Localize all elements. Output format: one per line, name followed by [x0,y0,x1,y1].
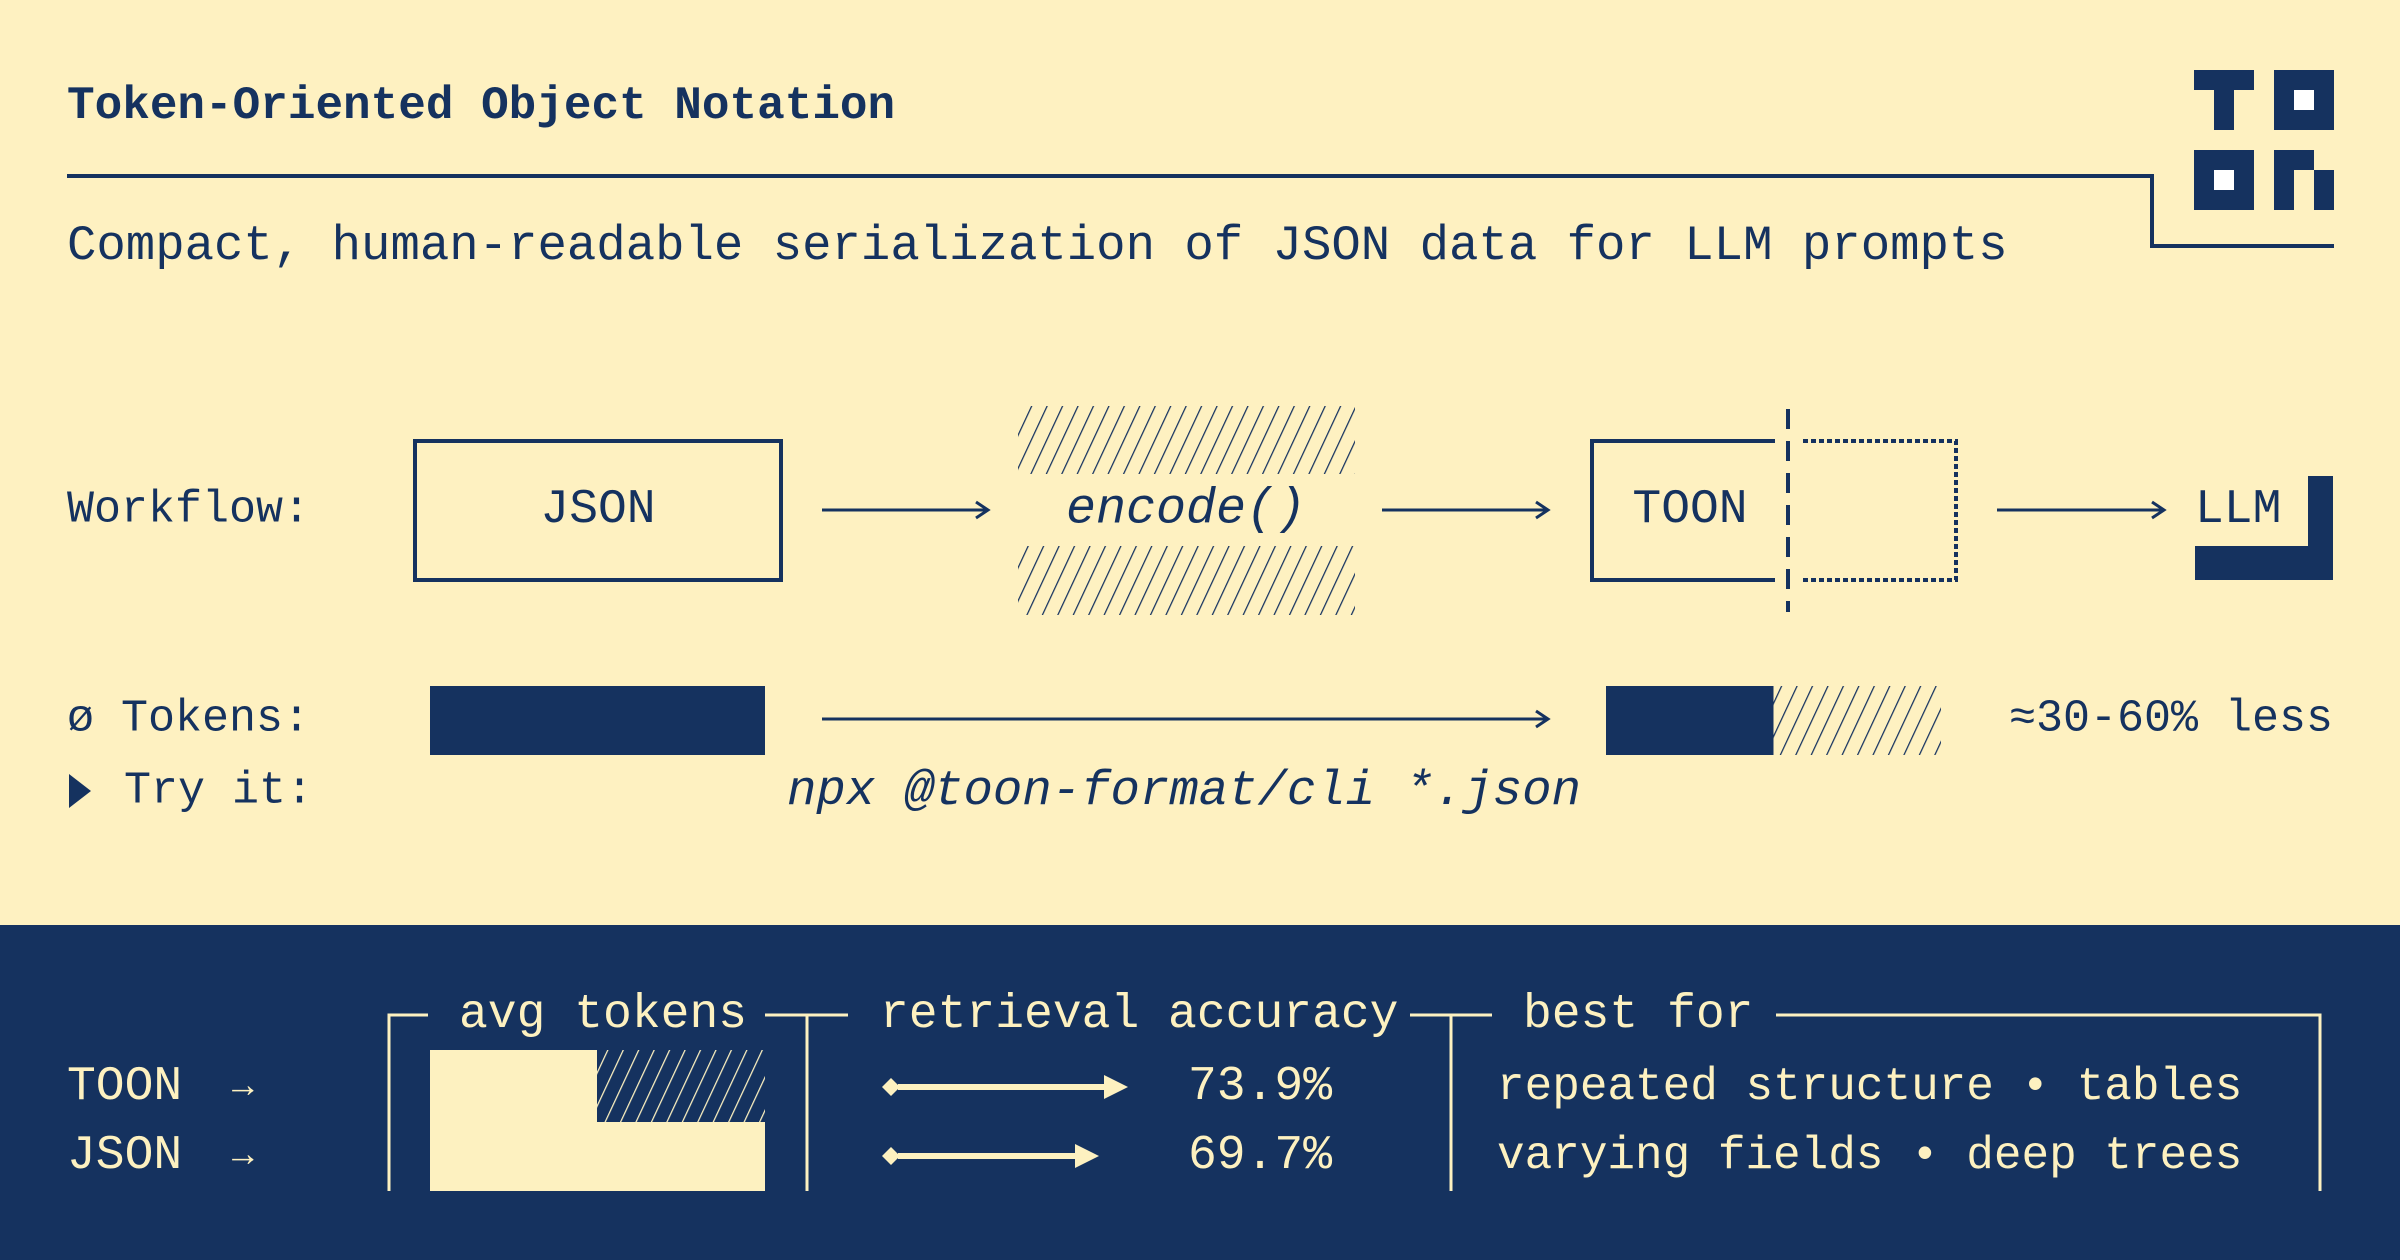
toon-accuracy-arrow [882,1075,1128,1099]
tokens-label: ø Tokens: [67,694,310,745]
arrow-icon [1997,500,2167,520]
retrieval-accuracy-header: retrieval accuracy [880,988,1398,1042]
llm-step-label: LLM [2195,483,2281,537]
toon-logo [2194,70,2334,210]
json-accuracy-arrow [882,1144,1099,1168]
page-subtitle: Compact, human-readable serialization of… [67,218,2008,274]
try-it-label: Try it: [124,766,313,817]
json-box [413,439,783,582]
json-best-for: varying fields • deep trees [1497,1130,2242,1182]
token-savings-text: ≈30-60% less [2009,694,2333,745]
arrow-icon: → [232,1067,254,1108]
toon-avg-token-savings-hatch [597,1050,765,1122]
json-accuracy-value: 69.7% [1188,1129,1332,1183]
toon-avg-token-bar [430,1050,597,1122]
workflow-label: Workflow: [67,485,310,536]
play-icon [69,774,91,808]
json-avg-token-bar [430,1122,765,1191]
comparison-frame [387,1013,2322,1191]
comparison-panel [0,925,2400,1260]
json-step-label: JSON [540,483,655,537]
encode-step-label: encode() [1066,482,1306,539]
toon-token-savings-hatch [1773,686,1941,755]
encode-hatch-top [1018,406,1355,474]
cli-command[interactable]: npx @toon-format/cli *.json [787,763,1581,819]
arrow-icon [822,500,991,520]
avg-tokens-header: avg tokens [459,988,747,1042]
toon-accuracy-value: 73.9% [1188,1060,1332,1114]
arrow-icon [1382,500,1551,520]
llm-corner-mark [2195,476,2333,580]
row-label-toon: TOON [67,1060,182,1114]
toon-token-bar [1606,686,1774,755]
toon-best-for: repeated structure • tables [1497,1061,2242,1113]
row-label-json: JSON [67,1129,182,1183]
json-token-bar [430,686,765,755]
encode-hatch-bottom [1018,546,1355,615]
arrow-icon [822,709,1551,729]
best-for-header: best for [1523,988,1753,1042]
page-title: Token-Oriented Object Notation [67,80,895,132]
toon-box [1590,409,1958,612]
header-rule [67,174,2334,248]
toon-step-label: TOON [1632,483,1747,537]
arrow-icon: → [232,1136,254,1177]
